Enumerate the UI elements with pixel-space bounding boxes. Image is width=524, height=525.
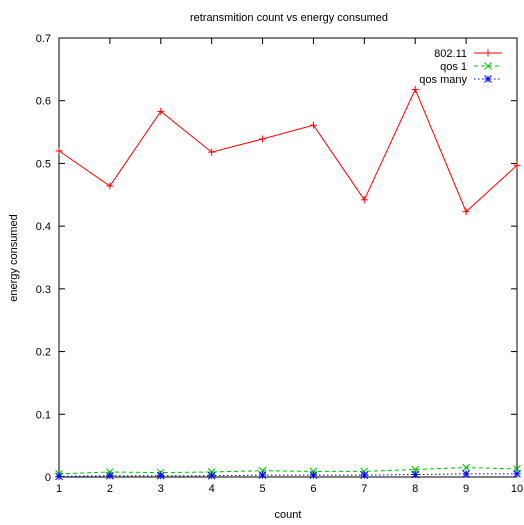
data-point [157,107,165,115]
data-point [259,135,267,143]
series-layer [55,85,521,481]
data-point [513,161,521,169]
data-point [309,467,318,476]
x-tick-label: 5 [259,483,265,495]
data-point [411,85,419,93]
data-point [360,467,369,476]
data-point [360,196,368,204]
series-line [58,467,518,475]
data-point [207,468,216,476]
data-point [106,471,114,480]
y-tick-label: 0 [45,472,51,484]
data-point [462,208,470,216]
legend-label: qos 1 [440,61,467,73]
data-point [106,182,114,190]
legend-marker [484,62,492,70]
data-point [360,471,369,479]
data-point [207,471,216,480]
data-point [55,147,63,155]
x-tick-label: 10 [511,483,523,495]
chart-title: retransmition count vs energy consumed [190,12,388,24]
y-tick-label: 0.6 [36,96,51,108]
x-tick-label: 8 [412,483,418,495]
data-point [309,471,318,479]
legend-label: qos many [419,74,467,86]
data-point [513,470,521,478]
series-line [58,473,517,477]
x-tick-label: 7 [361,483,367,495]
y-axis-label: energy consumed [8,214,20,301]
legend-marker [484,49,492,57]
data-point [106,468,114,476]
x-tick-label: 3 [158,483,164,495]
y-tick-label: 0.5 [36,158,51,170]
data-point [411,470,420,479]
data-point [309,121,317,129]
series-0 [55,85,521,216]
y-tick-label: 0.3 [36,284,51,296]
y-tick-label: 0.2 [36,347,51,359]
series-line [58,88,518,213]
data-point [55,472,63,481]
x-tick-label: 1 [56,483,62,495]
plot-frame [58,37,518,478]
y-tick-label: 0.7 [36,33,51,45]
x-tick-label: 6 [310,483,316,495]
data-point [258,471,267,479]
data-point [462,463,470,472]
x-tick-label: 4 [209,483,215,495]
x-tick-label: 9 [463,483,469,495]
x-tick-label: 2 [107,483,113,495]
y-tick-label: 0.1 [36,409,51,421]
legend-marker [484,75,492,83]
data-point [462,470,470,478]
series-1 [55,463,521,478]
axis-ticks: 1 2 3 4 5 6 7 8 9 10 0 0.1 0.2 0.3 0.4 0.5 0.6 0.7 [36,33,523,495]
y-tick-label: 0.4 [36,221,51,233]
legend-label: 802.11 [434,48,467,60]
data-point [156,471,165,480]
series-2 [55,470,521,481]
x-axis-label: count [275,509,302,521]
data-point [208,148,216,156]
